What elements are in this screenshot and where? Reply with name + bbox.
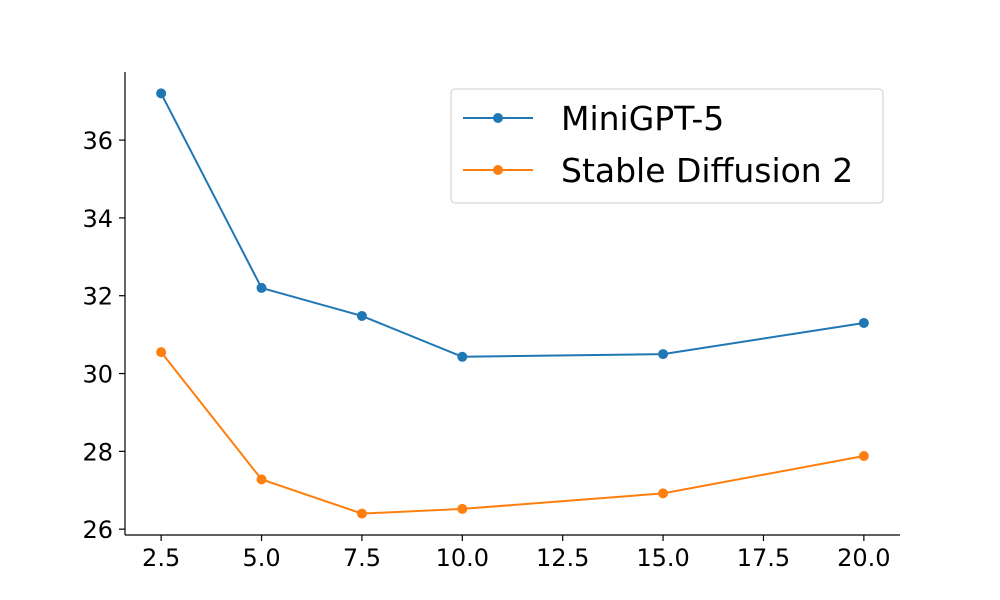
legend-item: MiniGPT-5 xyxy=(463,99,724,138)
data-point xyxy=(658,488,669,499)
series-line xyxy=(160,351,865,515)
legend-box xyxy=(450,88,884,204)
y-axis-ticks: 26 28 30 32 34 36 xyxy=(82,127,125,544)
series-layer xyxy=(156,88,869,519)
data-point xyxy=(156,347,167,358)
x-tick-label: 15.0 xyxy=(636,544,689,572)
data-point xyxy=(256,282,267,293)
data-point xyxy=(156,88,167,99)
x-tick-label: 2.5 xyxy=(142,544,180,572)
data-point xyxy=(858,317,869,328)
x-tick-label: 5.0 xyxy=(242,544,280,572)
data-point xyxy=(658,349,669,360)
legend-items: MiniGPT-5 Stable Diffusion 2 xyxy=(463,99,853,190)
data-point xyxy=(356,310,367,321)
x-tick-label: 20.0 xyxy=(837,544,890,572)
y-tick-label: 26 xyxy=(82,516,113,544)
legend-label: Stable Diffusion 2 xyxy=(561,151,853,190)
y-tick-label: 36 xyxy=(82,127,113,155)
legend-marker xyxy=(493,113,503,123)
data-point xyxy=(457,351,468,362)
y-tick-label: 30 xyxy=(82,361,113,389)
x-tick-label: 17.5 xyxy=(737,544,790,572)
legend-label: MiniGPT-5 xyxy=(561,99,724,138)
data-point xyxy=(858,451,869,462)
x-axis-ticks: 2.5 5.0 7.5 10.0 12.5 15.0 17.5 20.0 xyxy=(142,535,891,572)
data-point xyxy=(356,508,367,519)
series-2 xyxy=(156,347,869,519)
series-line xyxy=(160,92,865,358)
x-tick-label: 7.5 xyxy=(343,544,381,572)
x-tick-label: 10.0 xyxy=(436,544,489,572)
legend-marker xyxy=(493,165,503,175)
y-tick-label: 32 xyxy=(82,283,113,311)
x-tick-label: 12.5 xyxy=(536,544,589,572)
y-tick-label: 34 xyxy=(82,205,113,233)
legend: MiniGPT-5 Stable Diffusion 2 xyxy=(450,88,884,204)
y-tick-label: 28 xyxy=(82,438,113,466)
legend-item: Stable Diffusion 2 xyxy=(463,151,853,190)
data-point xyxy=(457,503,468,514)
data-point xyxy=(256,474,267,485)
series-1 xyxy=(156,88,869,362)
axes xyxy=(124,72,900,536)
